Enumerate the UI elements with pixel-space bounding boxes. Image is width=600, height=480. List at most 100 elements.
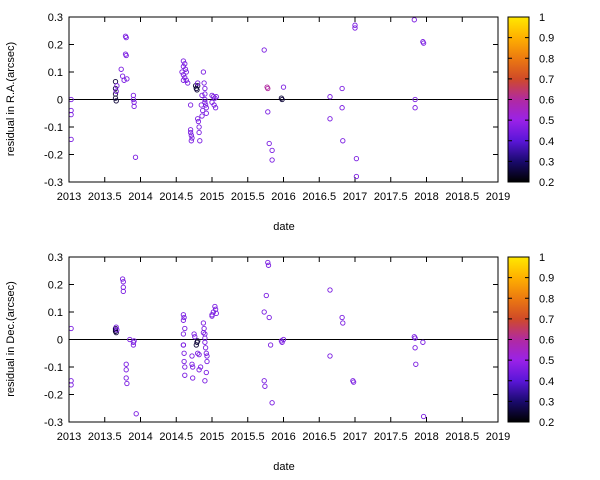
x-tick-label: 2013.5 — [88, 191, 122, 203]
data-point — [279, 339, 285, 345]
x-axis-label: date — [273, 221, 294, 233]
colorbar-tick-label: 0.7 — [539, 314, 554, 326]
y-axis-label: residual in Dec.(arcsec) — [5, 281, 17, 397]
data-point — [120, 279, 126, 285]
x-tick-label: 2015 — [200, 191, 224, 203]
data-point — [183, 77, 189, 83]
data-point — [112, 95, 119, 101]
data-point — [180, 72, 187, 78]
data-point — [340, 320, 346, 326]
data-point — [204, 358, 210, 365]
data-point — [179, 69, 185, 75]
data-point — [212, 95, 218, 101]
data-point — [180, 331, 187, 337]
data-point — [191, 331, 197, 337]
colorbar-tick-label: 0.6 — [539, 95, 554, 107]
data-point — [212, 105, 219, 111]
data-point — [182, 372, 188, 378]
data-point — [420, 339, 426, 345]
data-point — [203, 110, 209, 116]
data-point — [189, 361, 195, 367]
y-axis-label: residual in R.A.(arcsec) — [5, 42, 17, 156]
y-tick-label: 0.1 — [48, 67, 63, 79]
data-point — [213, 310, 219, 317]
data-point — [280, 84, 287, 90]
data-point — [124, 380, 130, 387]
x-tick-label: 2014.5 — [159, 191, 193, 203]
y-tick-label: -0.2 — [44, 150, 63, 162]
y-tick-label: 0.1 — [48, 307, 63, 319]
data-point — [269, 157, 275, 163]
data-point — [202, 339, 208, 345]
data-point — [263, 292, 269, 299]
data-point — [182, 66, 189, 72]
data-point — [413, 361, 419, 367]
x-tick-label: 2018 — [414, 191, 438, 203]
data-point — [119, 73, 126, 79]
data-point — [212, 303, 218, 310]
data-point — [181, 350, 187, 356]
data-point — [197, 364, 204, 370]
data-point — [113, 329, 119, 336]
colorbar-tick-label: 0.7 — [539, 74, 554, 86]
y-tick-label: -0.2 — [44, 390, 63, 402]
data-point — [327, 116, 333, 122]
data-point — [420, 40, 427, 46]
ra-residual-panel: residual in R.A.(arcsec) date 2013 2013.5… — [5, 12, 554, 233]
data-point — [123, 361, 129, 367]
data-point — [182, 325, 188, 332]
data-point — [350, 379, 357, 385]
data-point — [180, 317, 187, 323]
data-point — [266, 140, 272, 147]
x-tick-label: 2015.5 — [231, 431, 265, 443]
data-point — [190, 364, 196, 370]
y-tick-label: -0.1 — [44, 362, 63, 374]
data-point — [180, 312, 187, 318]
y-tick-label: 0.2 — [48, 40, 63, 52]
colorbar-tick-label: 0.4 — [539, 376, 554, 388]
colorbar-tick-label: 0.8 — [539, 53, 554, 65]
data-point — [182, 74, 188, 81]
data-point — [203, 369, 209, 376]
colorbar-tick-label: 0.4 — [539, 136, 554, 148]
data-point — [182, 61, 188, 67]
data-point — [118, 66, 124, 72]
data-point — [113, 98, 119, 104]
data-point — [68, 136, 74, 143]
data-point — [133, 411, 139, 417]
data-point — [196, 351, 202, 358]
data-point — [412, 105, 418, 111]
data-point — [187, 129, 194, 136]
x-axis-label: date — [273, 461, 294, 473]
data-point — [412, 345, 418, 351]
data-point — [189, 135, 195, 141]
data-point — [188, 132, 194, 138]
data-point — [181, 358, 187, 365]
x-tick-label: 2014 — [128, 191, 152, 203]
data-point — [412, 335, 418, 341]
data-point — [202, 345, 209, 351]
data-point — [195, 118, 202, 125]
data-point — [187, 127, 194, 133]
dec-residual-panel: residual in Dec.(arcsec) date 2013 2013.5… — [5, 252, 554, 473]
data-point — [182, 364, 188, 370]
y-tick-label: 0 — [57, 335, 63, 347]
colorbar-tick-label: 1 — [539, 12, 545, 24]
data-point — [187, 102, 194, 108]
data-point — [181, 314, 187, 321]
y-tick-label: -0.3 — [44, 417, 63, 429]
colorbar-tick-label: 0.2 — [539, 417, 554, 429]
x-tick-label: 2018.5 — [445, 431, 479, 443]
y-tick-label: -0.3 — [44, 177, 63, 189]
data-point — [327, 353, 333, 359]
x-tick-label: 2017.5 — [374, 191, 408, 203]
data-point — [202, 96, 208, 103]
data-point — [131, 103, 137, 110]
data-point — [203, 105, 209, 111]
data-point — [202, 91, 208, 97]
data-point — [261, 378, 267, 384]
data-point — [202, 99, 208, 105]
data-point — [261, 309, 267, 315]
data-point — [280, 336, 287, 343]
data-point — [266, 314, 272, 321]
